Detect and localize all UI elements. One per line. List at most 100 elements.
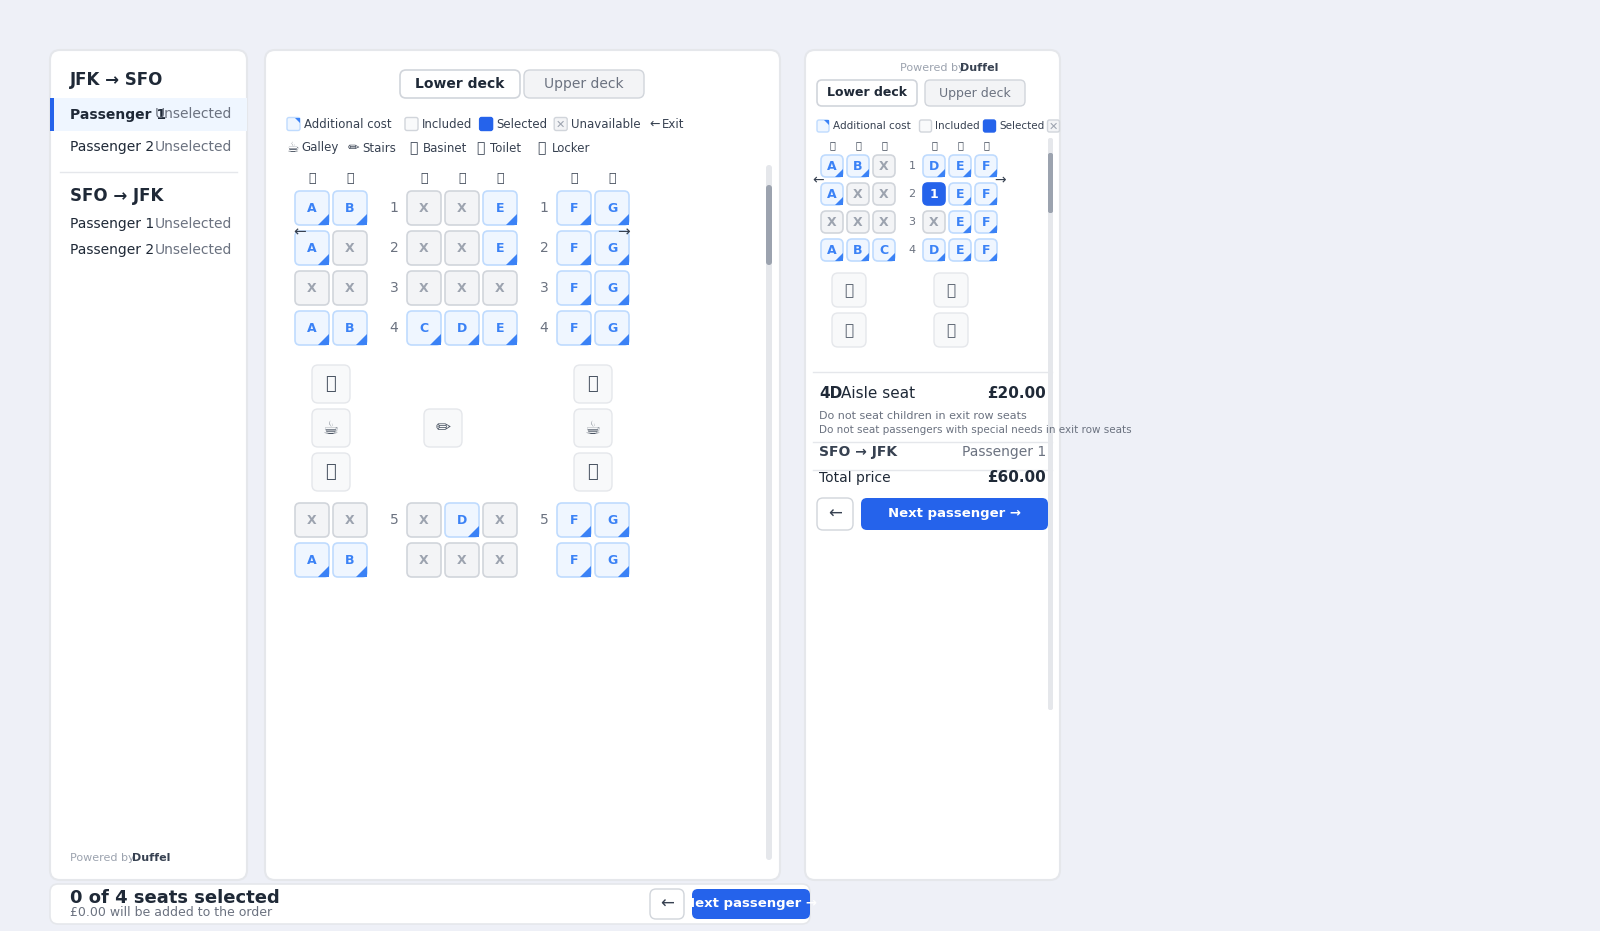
FancyBboxPatch shape [818,80,917,106]
Text: Additional cost: Additional cost [304,117,392,130]
Polygon shape [963,252,971,261]
Polygon shape [824,120,829,125]
FancyBboxPatch shape [925,80,1026,106]
FancyBboxPatch shape [294,271,330,305]
Polygon shape [936,169,946,177]
FancyBboxPatch shape [949,239,971,261]
Polygon shape [861,169,869,177]
Text: Passenger 2: Passenger 2 [70,140,154,154]
Text: Duffel: Duffel [960,63,998,73]
Text: F: F [570,282,578,295]
FancyBboxPatch shape [525,70,643,98]
Text: X: X [853,216,862,229]
Text: B: B [346,554,355,567]
FancyBboxPatch shape [595,231,629,265]
Text: 🍼: 🍼 [458,171,466,184]
Text: 🍼: 🍼 [410,141,418,155]
Polygon shape [467,526,478,537]
Text: Passenger 1: Passenger 1 [70,217,154,231]
FancyBboxPatch shape [406,503,442,537]
Text: B: B [346,322,355,335]
Text: 🍼: 🍼 [982,140,989,150]
FancyBboxPatch shape [406,271,442,305]
FancyBboxPatch shape [50,50,246,880]
Text: Unavailable: Unavailable [571,117,642,130]
FancyBboxPatch shape [424,409,462,447]
FancyBboxPatch shape [818,498,853,530]
Text: ←: ← [813,173,824,187]
Text: Powered by: Powered by [70,853,134,863]
FancyBboxPatch shape [1048,120,1059,132]
FancyBboxPatch shape [846,183,869,205]
Text: G: G [606,322,618,335]
Text: 🍼: 🍼 [829,140,835,150]
FancyBboxPatch shape [483,311,517,345]
Text: Unselected: Unselected [155,243,232,257]
Text: G: G [606,282,618,295]
Text: X: X [458,202,467,215]
FancyBboxPatch shape [874,155,894,177]
Text: JFK → SFO: JFK → SFO [70,71,163,89]
Text: Included: Included [422,117,472,130]
Polygon shape [835,196,843,205]
Text: F: F [570,242,578,255]
Text: £20.00: £20.00 [987,386,1046,401]
Polygon shape [618,526,629,537]
Text: X: X [494,282,506,295]
FancyBboxPatch shape [832,273,866,307]
FancyBboxPatch shape [934,273,968,307]
FancyBboxPatch shape [923,211,946,233]
Text: E: E [955,188,965,201]
Text: 1: 1 [930,188,938,201]
FancyBboxPatch shape [846,239,869,261]
FancyBboxPatch shape [286,117,301,130]
Text: C: C [880,244,888,257]
Text: 🍼: 🍼 [854,140,861,150]
FancyBboxPatch shape [557,231,590,265]
Text: 🚻: 🚻 [947,283,955,298]
Text: 🍼: 🍼 [421,171,427,184]
FancyBboxPatch shape [949,155,971,177]
Text: X: X [419,514,429,527]
Polygon shape [618,214,629,225]
FancyBboxPatch shape [333,503,366,537]
Text: X: X [930,216,939,229]
FancyBboxPatch shape [333,543,366,577]
Text: B: B [853,160,862,173]
Text: 🚻: 🚻 [477,141,485,155]
Text: F: F [982,188,990,201]
Polygon shape [618,566,629,577]
Polygon shape [579,526,590,537]
FancyBboxPatch shape [874,239,894,261]
Text: £60.00: £60.00 [987,470,1046,485]
Text: G: G [606,554,618,567]
Text: X: X [307,282,317,295]
FancyBboxPatch shape [406,231,442,265]
FancyBboxPatch shape [818,120,829,132]
FancyBboxPatch shape [557,543,590,577]
Polygon shape [963,224,971,233]
Text: E: E [955,216,965,229]
Text: 🚻: 🚻 [845,323,853,338]
Text: Aisle seat: Aisle seat [842,386,915,401]
FancyBboxPatch shape [554,117,568,130]
FancyBboxPatch shape [333,311,366,345]
Text: Selected: Selected [1000,121,1045,131]
Polygon shape [936,252,946,261]
Polygon shape [579,214,590,225]
Text: SFO → JFK: SFO → JFK [819,445,898,459]
Text: F: F [570,322,578,335]
Text: ☕: ☕ [286,141,299,155]
Text: 1: 1 [909,161,915,171]
Polygon shape [467,334,478,345]
FancyBboxPatch shape [480,117,493,130]
Text: SFO → JFK: SFO → JFK [70,187,163,205]
Text: X: X [346,514,355,527]
FancyBboxPatch shape [984,120,995,132]
Polygon shape [989,196,997,205]
Text: 3: 3 [390,281,398,295]
Polygon shape [835,169,843,177]
Text: 🍼: 🍼 [931,140,938,150]
Text: ←: ← [650,117,659,130]
Text: X: X [346,242,355,255]
